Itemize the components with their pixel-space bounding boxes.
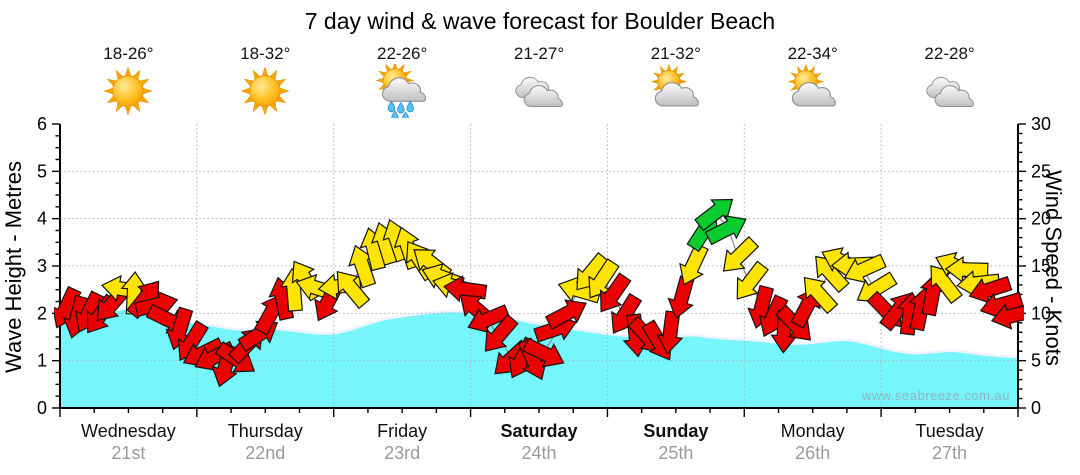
partly-cloudy-icon xyxy=(650,63,699,107)
wind-arrow xyxy=(443,275,488,303)
temperature-range: 22-34° xyxy=(787,44,838,63)
wind-arrow xyxy=(484,313,519,352)
wind-arrow xyxy=(336,270,371,310)
page-title: 7 day wind & wave forecast for Boulder B… xyxy=(304,8,776,34)
day-date: 22nd xyxy=(245,443,286,463)
svg-text:3: 3 xyxy=(37,256,47,276)
sunny-icon xyxy=(103,66,154,116)
wind-arrow xyxy=(736,260,769,300)
sun-showers-icon xyxy=(375,61,427,123)
svg-text:0: 0 xyxy=(37,398,47,418)
day-name: Wednesday xyxy=(81,421,176,441)
day-date: 24th xyxy=(521,443,557,463)
day-date: 25th xyxy=(658,443,694,463)
svg-text:6: 6 xyxy=(37,114,47,134)
watermark: www.seabreeze.com.au xyxy=(861,388,1010,403)
partly-cloudy-icon xyxy=(787,63,836,107)
day-column-saturday: 21-27° Saturday 24th xyxy=(470,0,608,475)
day-date: 23rd xyxy=(384,443,421,463)
temperature-range: 22-28° xyxy=(924,44,975,63)
wind-arrow xyxy=(544,299,587,330)
day-name: Tuesday xyxy=(915,421,984,441)
axis-ticks xyxy=(52,123,1026,417)
svg-text:5: 5 xyxy=(37,161,47,181)
day-name: Monday xyxy=(780,421,845,441)
temperature-range: 18-32° xyxy=(240,44,291,63)
wind-arrow xyxy=(599,272,632,313)
svg-text:4: 4 xyxy=(37,209,47,229)
weather-icon-wrap xyxy=(513,64,565,123)
day-column-thursday: 18-32° Thursday 22nd xyxy=(196,0,334,475)
day-name: Saturday xyxy=(500,421,578,441)
cloudy-icon xyxy=(515,76,563,108)
temperature-range: 21-32° xyxy=(650,44,701,63)
svg-text:20: 20 xyxy=(1031,209,1051,229)
svg-text:30: 30 xyxy=(1031,114,1051,134)
day-column-sunday: 21-32° Sunday 25th xyxy=(607,0,745,475)
temperature-range: 21-27° xyxy=(513,44,565,63)
day-date: 27th xyxy=(932,443,968,463)
weather-icon-wrap xyxy=(650,63,702,123)
svg-text:5: 5 xyxy=(1031,351,1041,371)
wind-arrow xyxy=(704,215,747,246)
wind-arrow xyxy=(990,303,1024,330)
svg-text:15: 15 xyxy=(1031,256,1051,276)
svg-text:10: 10 xyxy=(1031,303,1051,323)
day-date: 26th xyxy=(795,443,831,463)
svg-text:25: 25 xyxy=(1031,161,1051,181)
weather-icon-wrap xyxy=(102,64,154,123)
svg-text:1: 1 xyxy=(37,351,47,371)
svg-text:2: 2 xyxy=(37,303,47,323)
wind-arrow xyxy=(722,236,760,272)
weather-icon-wrap xyxy=(787,63,839,123)
temperature-range: 22-26° xyxy=(377,44,428,63)
cloudy-icon xyxy=(925,76,974,108)
wind-direction-arrows xyxy=(54,198,1024,388)
wind-arrow xyxy=(803,276,839,315)
day-column-tuesday: 22-28° Tuesday 27th xyxy=(881,0,1019,475)
day-name: Sunday xyxy=(643,421,709,441)
day-column-wednesday: 18-26° Wednesday 21st xyxy=(59,0,197,475)
sunny-icon xyxy=(240,66,290,116)
wind-arrow xyxy=(522,337,565,368)
weather-icon-wrap xyxy=(375,61,428,123)
day-name: Thursday xyxy=(227,421,303,441)
day-column-monday: 22-34° Monday 26th xyxy=(744,0,882,475)
axis-tick-labels: 0 1 2 3 4 5 6 0 5 10 15 20 25 30 xyxy=(37,114,1051,418)
day-name: Friday xyxy=(377,421,428,441)
day-date: 21st xyxy=(111,443,146,463)
day-column-friday: 22-26° Friday 23rd xyxy=(333,0,471,475)
svg-text:0: 0 xyxy=(1031,398,1041,418)
temperature-range: 18-26° xyxy=(103,44,154,63)
weather-icon-wrap xyxy=(239,64,291,123)
weather-icon-wrap xyxy=(924,64,976,123)
